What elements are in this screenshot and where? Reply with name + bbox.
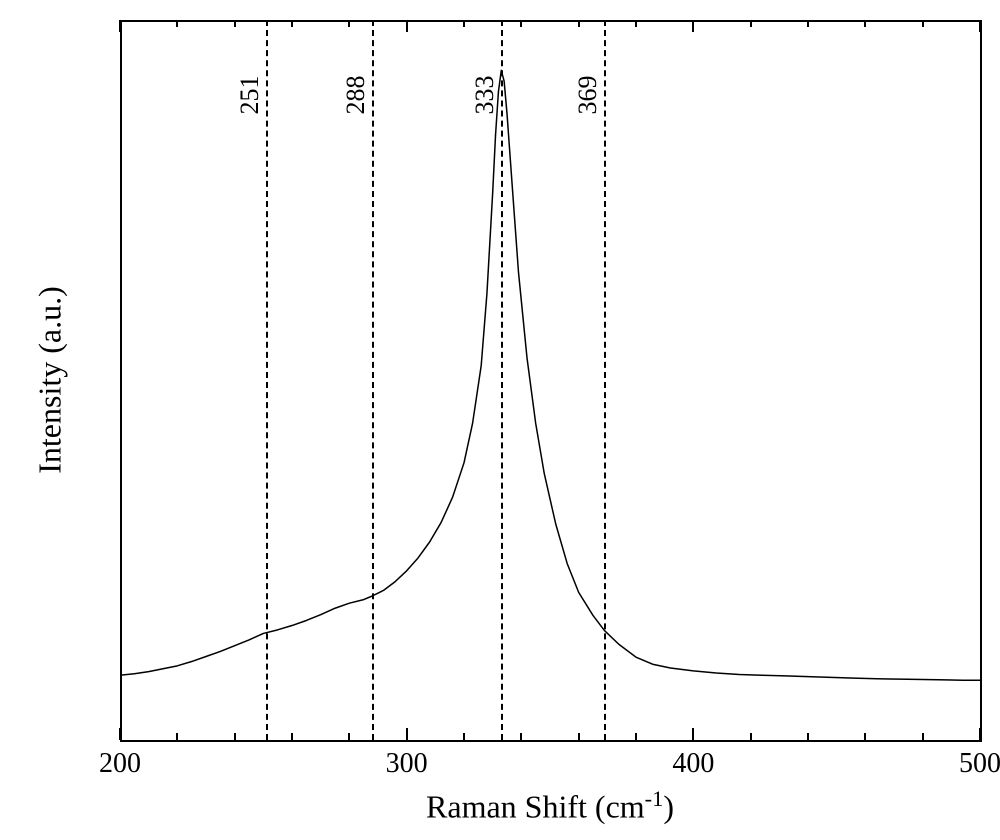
spectrum-curve [0, 0, 1000, 840]
spectrum-polyline [120, 70, 980, 680]
raman-spectrum-chart: 200300400500Raman Shift (cm-1)Intensity … [0, 0, 1000, 840]
